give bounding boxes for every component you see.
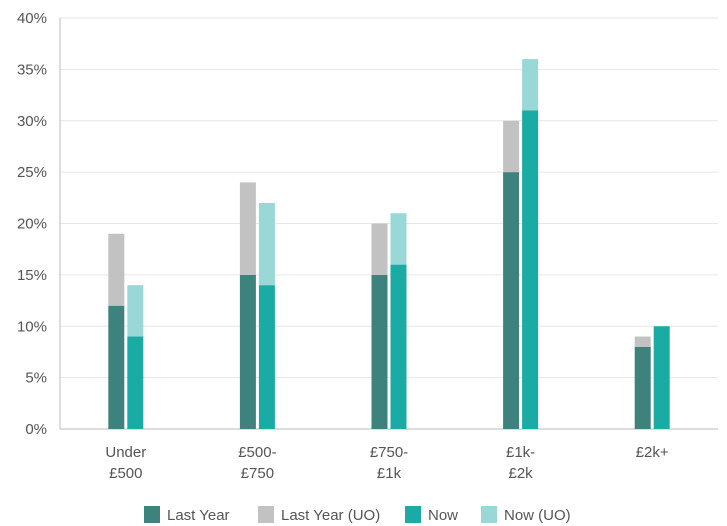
y-tick-label: 15% xyxy=(17,267,47,284)
x-tick-label: £500- xyxy=(238,444,276,461)
y-tick-label: 40% xyxy=(17,10,47,27)
y-tick-label: 30% xyxy=(17,113,47,130)
grid-lines xyxy=(59,17,718,430)
y-tick-label: 20% xyxy=(17,216,47,233)
y-tick-label: 5% xyxy=(25,370,47,387)
y-tick-label: 10% xyxy=(17,318,47,335)
y-axis-ticks: 0% 5% 10% 15% 20% 25% 30% 35% 40% xyxy=(17,10,47,438)
bar-segment xyxy=(108,233,125,306)
bar-segment xyxy=(522,110,539,429)
legend-swatch xyxy=(258,506,274,523)
bar-segment xyxy=(108,305,125,429)
bar-segment xyxy=(522,59,539,111)
x-tick-label: £2k xyxy=(509,465,534,482)
bar-segment xyxy=(503,172,520,429)
x-axis-labels: Under £500 £500- £750 £750- £1k £1k- £2k £2k+ xyxy=(105,444,669,482)
y-tick-label: 0% xyxy=(25,421,47,438)
bar-segment xyxy=(127,285,144,337)
bar-segment xyxy=(258,202,275,286)
legend-label: Now (UO) xyxy=(504,507,571,524)
bar-segment xyxy=(239,182,256,275)
legend-label: Now xyxy=(428,507,458,524)
x-tick-label: £2k+ xyxy=(636,444,669,461)
bar-segment xyxy=(634,346,651,429)
legend-swatch xyxy=(144,506,160,523)
bar-segment xyxy=(371,223,388,275)
bar-segment xyxy=(503,120,520,173)
legend-swatch xyxy=(481,506,497,523)
bar-segment xyxy=(390,213,407,265)
bar-segment xyxy=(127,336,144,429)
x-tick-label: Under xyxy=(105,444,146,461)
bar-segment xyxy=(634,336,651,347)
bar-segment xyxy=(371,274,388,429)
legend-label: Last Year (UO) xyxy=(281,507,380,524)
legend-label: Last Year xyxy=(167,507,230,524)
legend-swatch xyxy=(405,506,421,523)
y-tick-label: 35% xyxy=(17,61,47,78)
legend: Last Year Last Year (UO) Now Now (UO) xyxy=(144,506,571,524)
bar-segment xyxy=(390,264,407,429)
bars xyxy=(108,59,670,429)
bar-segment xyxy=(258,285,275,429)
x-tick-label: £500 xyxy=(109,465,142,482)
x-tick-label: £750- xyxy=(370,444,408,461)
x-tick-label: £1k- xyxy=(506,444,535,461)
x-tick-label: £1k xyxy=(377,465,402,482)
x-tick-label: £750 xyxy=(241,465,274,482)
bar-segment xyxy=(239,274,256,429)
y-tick-label: 25% xyxy=(17,164,47,181)
bar-segment xyxy=(653,326,670,429)
